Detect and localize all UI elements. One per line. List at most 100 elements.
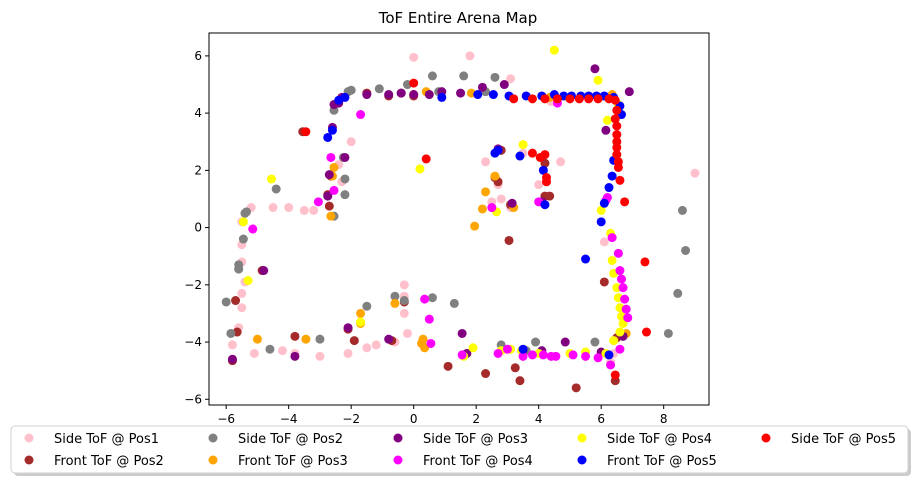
data-point bbox=[527, 148, 537, 158]
x-tick-label: 2 bbox=[472, 412, 480, 426]
data-point bbox=[507, 198, 517, 208]
data-point bbox=[227, 340, 237, 350]
data-point bbox=[457, 328, 467, 338]
y-tick-label: 2 bbox=[194, 163, 202, 177]
data-point bbox=[510, 363, 520, 373]
data-point bbox=[552, 94, 562, 104]
legend-item[interactable]: Front ToF @ Pos5 bbox=[577, 454, 717, 469]
data-point bbox=[237, 303, 247, 313]
y-tick-label: 6 bbox=[194, 49, 202, 63]
legend[interactable]: Side ToF @ Pos1 Side ToF @ Pos2 Side ToF @… bbox=[10, 425, 911, 476]
data-point bbox=[420, 294, 430, 304]
data-point bbox=[612, 142, 622, 152]
chart-title: ToF Entire Arena Map bbox=[378, 9, 538, 27]
data-point bbox=[584, 94, 594, 104]
data-point bbox=[490, 72, 500, 82]
legend-box bbox=[10, 425, 909, 474]
data-point bbox=[221, 297, 231, 307]
data-point bbox=[390, 291, 400, 301]
data-point bbox=[249, 348, 259, 358]
data-point bbox=[609, 336, 619, 346]
data-point bbox=[690, 168, 700, 178]
data-point bbox=[612, 121, 622, 131]
data-point bbox=[613, 248, 623, 258]
data-point bbox=[424, 90, 434, 100]
data-point bbox=[545, 191, 555, 201]
data-point bbox=[284, 203, 294, 213]
data-point bbox=[409, 78, 419, 88]
data-point bbox=[252, 334, 262, 344]
data-point bbox=[340, 174, 350, 184]
data-point bbox=[481, 157, 491, 167]
data-point bbox=[315, 334, 325, 344]
x-tick-label: −6 bbox=[217, 412, 235, 426]
data-point bbox=[610, 114, 620, 124]
y-tick-label: −6 bbox=[184, 392, 202, 406]
data-point bbox=[502, 344, 512, 354]
data-point bbox=[399, 296, 409, 306]
legend-item[interactable]: Front ToF @ Pos2 bbox=[24, 454, 164, 469]
data-point bbox=[571, 383, 581, 393]
data-point bbox=[340, 190, 350, 200]
data-point bbox=[621, 304, 631, 314]
data-point bbox=[677, 205, 687, 215]
x-tick-label: 0 bbox=[410, 412, 418, 426]
data-point bbox=[349, 336, 359, 346]
data-point bbox=[390, 298, 400, 308]
data-point bbox=[590, 64, 600, 74]
data-point bbox=[509, 94, 519, 104]
data-point bbox=[565, 94, 575, 104]
legend-label: Front ToF @ Pos2 bbox=[54, 454, 164, 469]
data-point bbox=[477, 204, 487, 214]
data-point bbox=[610, 370, 620, 380]
data-point bbox=[607, 171, 617, 181]
legend-item[interactable]: Front ToF @ Pos3 bbox=[208, 454, 348, 469]
data-point bbox=[465, 51, 475, 61]
data-point bbox=[227, 354, 237, 364]
data-point bbox=[290, 351, 300, 361]
legend-item[interactable]: Side ToF @ Pos4 bbox=[577, 432, 713, 447]
data-point bbox=[226, 328, 236, 338]
legend-marker bbox=[208, 455, 218, 465]
data-point bbox=[493, 145, 503, 155]
data-point bbox=[456, 88, 466, 98]
legend-item[interactable]: Side ToF @ Pos3 bbox=[393, 432, 529, 447]
legend-label: Side ToF @ Pos2 bbox=[238, 432, 343, 447]
data-point bbox=[615, 266, 625, 276]
legend-item[interactable]: Side ToF @ Pos1 bbox=[24, 432, 160, 447]
legend-item[interactable]: Front ToF @ Pos4 bbox=[393, 454, 533, 469]
data-point bbox=[606, 360, 616, 370]
data-point bbox=[329, 185, 339, 195]
data-point bbox=[596, 217, 606, 227]
data-point bbox=[615, 327, 625, 337]
legend-item[interactable]: Side ToF @ Pos2 bbox=[208, 432, 344, 447]
data-point bbox=[265, 344, 275, 354]
data-point bbox=[299, 205, 309, 215]
data-point bbox=[473, 90, 483, 100]
data-point bbox=[268, 203, 278, 213]
data-point bbox=[612, 130, 622, 140]
data-point bbox=[623, 313, 633, 323]
data-point bbox=[515, 151, 525, 161]
data-point bbox=[427, 293, 437, 303]
data-point bbox=[604, 183, 614, 193]
data-point bbox=[329, 162, 339, 172]
data-point bbox=[618, 283, 628, 293]
data-point bbox=[518, 344, 528, 354]
data-point bbox=[399, 280, 409, 290]
legend-label: Side ToF @ Pos4 bbox=[607, 432, 712, 447]
data-point bbox=[481, 187, 491, 197]
data-point bbox=[301, 334, 311, 344]
data-point bbox=[271, 184, 281, 194]
data-point bbox=[343, 348, 353, 358]
data-point bbox=[551, 351, 561, 361]
legend-marker bbox=[577, 433, 587, 443]
series-3 bbox=[252, 87, 631, 358]
data-point bbox=[362, 343, 372, 353]
legend-item[interactable]: Side ToF @ Pos5 bbox=[761, 432, 897, 447]
data-point bbox=[488, 90, 498, 100]
data-point bbox=[596, 205, 606, 215]
legend-marker bbox=[761, 433, 771, 443]
data-point bbox=[527, 350, 537, 360]
data-point bbox=[237, 288, 247, 298]
